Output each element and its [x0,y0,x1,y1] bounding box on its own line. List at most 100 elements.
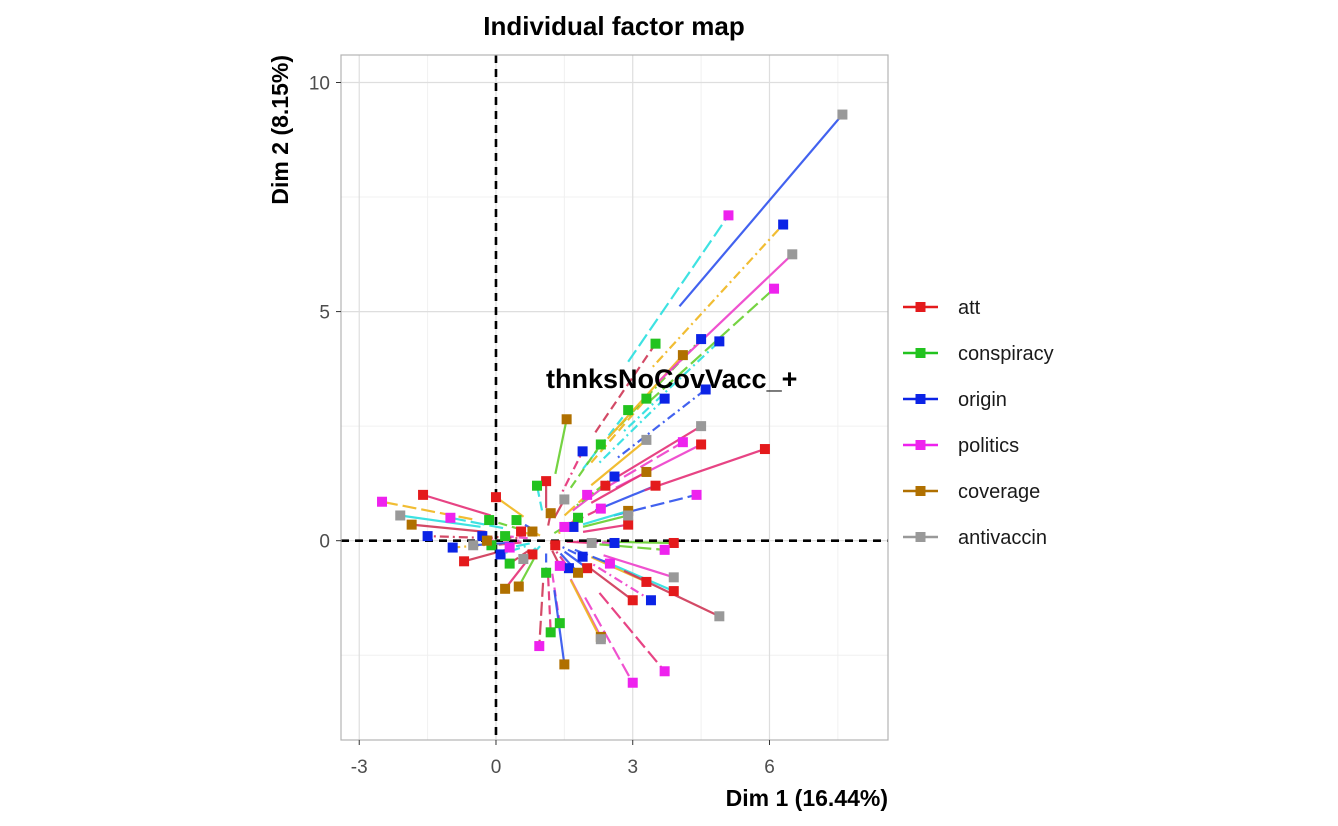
data-point-politics [769,283,780,294]
data-point-politics [377,496,388,507]
y-axis-label: Dim 2 (8.15%) [267,55,293,205]
series-link-politics [584,596,634,684]
series-link-conspiracy [590,397,648,464]
data-point-att [490,492,501,503]
series-link-politics [509,542,530,549]
series-link-origin [592,563,652,602]
legend-item-conspiracy: conspiracy [903,343,1054,365]
series-link-antivaccin [656,253,794,384]
series-link-att [582,523,629,533]
data-point-origin [563,563,574,574]
series-link-origin [651,223,784,368]
data-point-coverage [406,519,417,530]
data-point-conspiracy [532,480,543,491]
series-link-origin [598,397,666,464]
x-tick-label: 6 [764,757,775,778]
data-point-antivaccin [518,554,529,565]
legend-label: antivaccin [958,527,1047,549]
data-point-coverage [677,350,688,361]
y-tick-label: 0 [319,532,330,553]
data-point-coverage [573,567,584,578]
data-point-conspiracy [541,567,552,578]
series-link-conspiracy [582,409,630,470]
legend-key-marker [915,302,926,312]
y-tick-label: 10 [309,73,330,94]
data-point-origin [645,595,656,606]
data-point-origin [609,537,620,548]
data-point-att [696,439,707,450]
series-link-antivaccin [615,425,702,479]
series-link-antivaccin [582,514,629,528]
data-point-conspiracy [554,618,565,629]
data-point-origin [447,542,458,553]
data-point-conspiracy [511,515,522,526]
x-tick-label: 3 [627,757,638,778]
data-point-coverage [481,535,492,546]
data-point-coverage [545,508,556,519]
series-link-conspiracy [594,343,657,433]
legend-item-politics: politics [903,435,1019,457]
data-point-att [627,595,638,606]
data-point-conspiracy [641,393,652,404]
legend-label: att [958,297,981,319]
data-point-att [550,540,561,551]
data-point-conspiracy [545,627,556,638]
series-link-origin [623,340,721,432]
data-point-antivaccin [586,537,597,548]
chart-title: Individual factor map [483,11,745,41]
data-point-antivaccin [468,540,479,551]
series-link-att [422,493,492,517]
legend-key-marker [915,486,926,496]
data-point-att [459,556,470,567]
series-link-politics [450,516,504,530]
series-link-politics [607,441,684,488]
panel-border [340,54,889,741]
series-link-antivaccin [400,514,481,528]
series-link-conspiracy [569,443,602,489]
data-point-coverage [559,659,570,670]
data-point-antivaccin [714,611,725,622]
series-link-politics [627,214,730,363]
data-point-conspiracy [504,558,515,569]
series-link-antivaccin [590,439,648,487]
series-link-politics [647,287,775,403]
series-link-politics [598,592,666,672]
data-point-origin [659,393,670,404]
data-point-politics [677,437,688,448]
data-point-coverage [500,583,511,594]
data-point-politics [445,512,456,523]
data-point-origin [577,551,588,562]
data-point-origin [700,384,711,395]
data-point-politics [659,544,670,555]
data-point-politics [627,677,638,688]
data-point-coverage [527,526,538,537]
y-tick-label: 5 [319,303,330,324]
series-link-antivaccin [603,554,675,579]
data-point-conspiracy [650,338,661,349]
data-point-politics [554,560,565,571]
series-link-att [584,563,634,602]
legend-key-marker [915,348,926,358]
data-point-conspiracy [595,439,606,450]
series-link-coverage [554,419,568,475]
data-point-att [623,519,634,530]
data-point-antivaccin [395,510,406,521]
data-point-antivaccin [623,510,634,521]
data-point-antivaccin [668,572,679,583]
data-point-politics [659,666,670,677]
series-link-att [603,559,675,593]
data-point-coverage [513,581,524,592]
data-point-origin [568,521,579,532]
series-link-politics [381,500,473,521]
legend-item-coverage: coverage [903,481,1040,503]
legend-label: conspiracy [958,343,1054,365]
axis-ticks: -3 0 3 6 0 5 10 [309,73,775,778]
series-link-conspiracy [488,519,521,531]
series-link-conspiracy [551,573,561,624]
data-points [377,109,848,688]
series-link-origin [555,551,570,569]
series-link-origin [561,450,584,493]
legend-item-origin: origin [903,389,1007,411]
data-point-att [527,549,538,560]
data-point-origin [422,531,433,542]
